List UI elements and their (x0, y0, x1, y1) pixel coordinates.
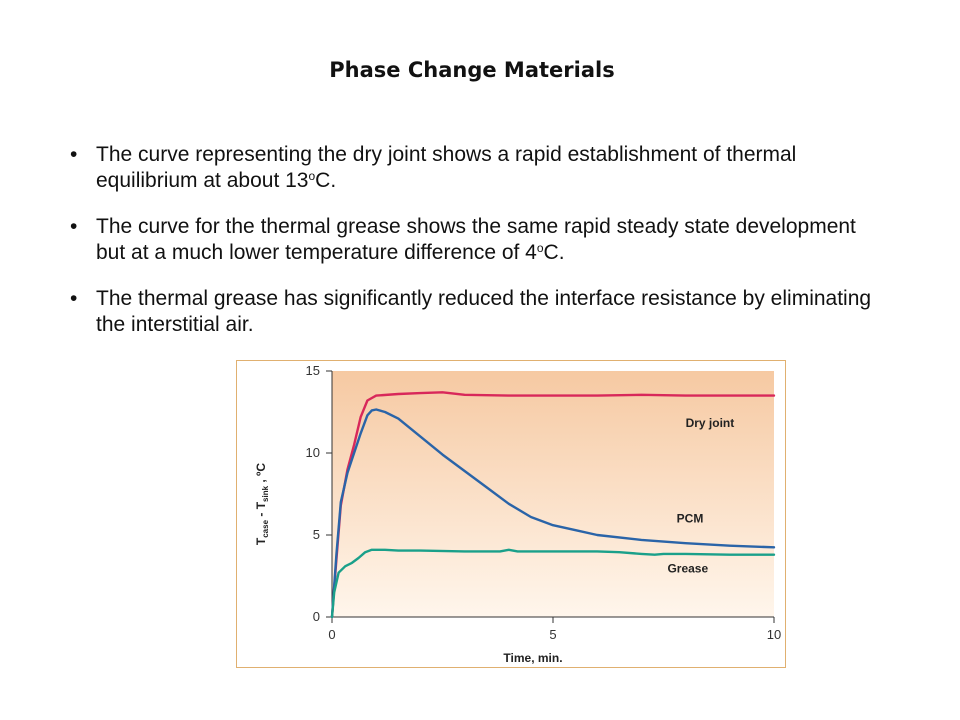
bullet-item: • The curve representing the dry joint sh… (70, 142, 890, 194)
degree-sup: o (308, 169, 316, 183)
x-tick-label: 0 (328, 627, 335, 642)
y-label-sink: sink (261, 485, 270, 502)
bullet-text: The thermal grease has significantly red… (96, 287, 872, 336)
series-group (330, 391, 776, 619)
y-tick-label: 5 (313, 527, 320, 542)
y-tick-label: 15 (306, 363, 320, 378)
series-line-grease (330, 548, 776, 619)
bullet-text: The curve representing the dry joint sho… (96, 143, 797, 192)
y-label-sep: - T (254, 501, 268, 520)
y-tick-label: 10 (306, 445, 320, 460)
series-line-pcm (330, 408, 776, 619)
series-label: Dry joint (686, 416, 735, 430)
y-tick-label: 0 (313, 609, 320, 624)
y-label-t: T (254, 537, 268, 545)
axes: 0 5 10 15 0 5 10 (306, 363, 782, 642)
y-label-unit: , ºC (254, 463, 268, 486)
bullet-dot: • (70, 215, 78, 238)
chart-figure: 0 5 10 15 0 5 10 Dry joint PCM Grease Time, min.… (236, 360, 786, 668)
plot-area (332, 371, 774, 617)
chart-svg: 0 5 10 15 0 5 10 Dry joint PCM Grease Time, min.… (254, 363, 782, 665)
bullet-text-end: C. (543, 241, 565, 264)
x-axis-label: Time, min. (503, 651, 562, 665)
y-axis-label: Tcase - Tsink , ºC (254, 463, 270, 546)
degree-sup: o (536, 241, 544, 255)
series-label: Grease (667, 562, 708, 576)
slide-title: Phase Change Materials (329, 58, 615, 82)
bullet-list: • The curve representing the dry joint sh… (70, 142, 890, 358)
bullet-item: • The curve for the thermal grease shows … (70, 214, 890, 266)
bullet-dot: • (70, 287, 78, 310)
bullet-item: • The thermal grease has significantly re… (70, 286, 890, 338)
x-tick-label: 10 (767, 627, 781, 642)
y-label-case: case (261, 519, 270, 537)
bullet-text-end: C. (315, 169, 337, 192)
x-tick-label: 5 (549, 627, 556, 642)
bullet-dot: • (70, 143, 78, 166)
series-labels: Dry joint PCM Grease (667, 416, 734, 576)
series-label: PCM (677, 512, 704, 526)
bullet-text: The curve for the thermal grease shows t… (96, 215, 856, 264)
